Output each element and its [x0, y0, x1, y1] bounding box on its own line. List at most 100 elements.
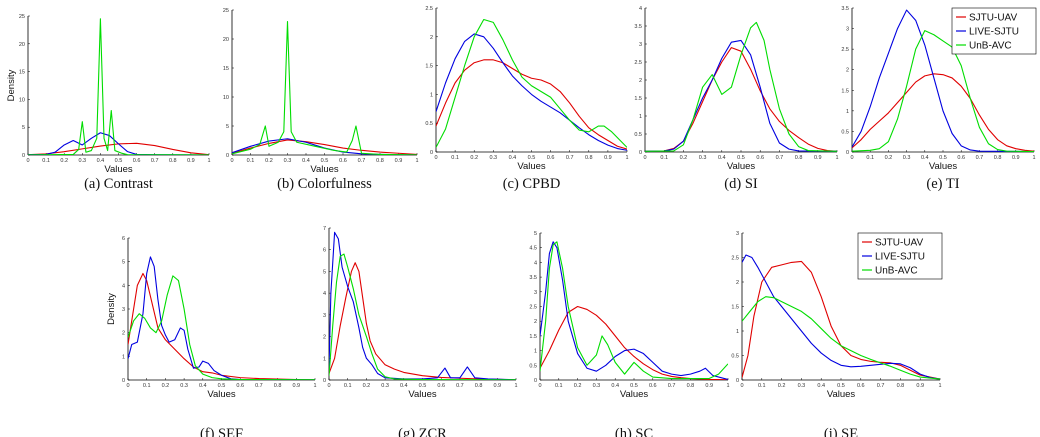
x-tick-label: 0.3 — [381, 383, 389, 389]
series-line — [28, 132, 209, 155]
series-line — [852, 30, 1034, 152]
x-tick-label: 0.9 — [1012, 155, 1020, 161]
x-tick-label: 0.2 — [470, 155, 478, 161]
y-tick-label: 0.5 — [841, 129, 849, 135]
x-tick-label: 0.8 — [376, 158, 384, 164]
y-tick-label: 3 — [122, 307, 125, 313]
x-tick-label: 0.4 — [611, 383, 619, 389]
y-tick-label: 5 — [122, 260, 125, 266]
x-axis-label: Values — [620, 389, 649, 400]
chart-caption: (f) SEF — [200, 426, 243, 437]
chart-panel: 0 0.1 0.2 0.3 0.4 0.5 0.6 0.7 0.8 0.9 10510152025V… — [6, 14, 211, 192]
y-tick-label: 1 — [846, 109, 849, 115]
x-tick-label: 1 — [625, 155, 628, 161]
series-line — [232, 21, 417, 155]
series-line — [436, 18, 627, 148]
x-tick-label: 0.4 — [302, 158, 310, 164]
y-tick-label: 1 — [534, 349, 537, 355]
x-tick-label: 0.1 — [451, 155, 459, 161]
x-tick-label: 0.5 — [837, 383, 845, 389]
x-tick-label: 0.6 — [649, 383, 657, 389]
series-line — [436, 33, 627, 151]
x-tick-label: 1 — [835, 155, 838, 161]
y-tick-label: 2.5 — [529, 305, 537, 311]
y-tick-label: 3.5 — [841, 6, 849, 12]
x-axis-label: Values — [310, 164, 339, 175]
chart-caption: (a) Contrast — [84, 176, 153, 192]
x-tick-label: 0.2 — [363, 383, 371, 389]
x-tick-label: 1 — [313, 383, 316, 389]
y-tick-label: 1.5 — [529, 334, 537, 340]
x-tick-label: 0.4 — [97, 158, 105, 164]
x-tick-label: 0.7 — [877, 383, 885, 389]
x-tick-label: 0.8 — [585, 155, 593, 161]
x-tick-label: 0.7 — [976, 155, 984, 161]
x-axis-label: Values — [929, 161, 958, 172]
series-line — [852, 73, 1034, 152]
chart-panel: 0 0.1 0.2 0.3 0.4 0.5 0.6 0.7 0.8 0.9 1 0 0.5 1 1.5 2 2.… — [425, 6, 628, 192]
x-tick-label: 0.7 — [358, 158, 366, 164]
y-tick-label: 0 — [226, 153, 229, 159]
series-line — [128, 275, 315, 380]
x-tick-label: 0.3 — [699, 155, 707, 161]
x-tick-label: 0.6 — [756, 155, 764, 161]
y-tick-label: 6 — [122, 236, 125, 242]
y-tick-label: 1 — [323, 356, 326, 362]
chart-caption: (g) ZCR — [398, 426, 447, 437]
x-tick-label: 0.7 — [255, 383, 263, 389]
y-tick-label: 0 — [430, 150, 433, 156]
y-tick-label: 1 — [736, 329, 739, 335]
x-tick-label: 1 — [726, 383, 729, 389]
x-tick-label: 0.8 — [169, 158, 177, 164]
y-tick-label: 25 — [223, 8, 229, 14]
x-tick-label: 0.4 — [400, 383, 408, 389]
series-line — [329, 231, 516, 380]
x-tick-label: 0.2 — [60, 158, 68, 164]
x-tick-label: 0 — [850, 155, 853, 161]
y-tick-label: 20 — [223, 37, 229, 43]
y-tick-label: 0.5 — [425, 121, 433, 127]
x-tick-label: 0.5 — [419, 383, 427, 389]
series-line — [540, 241, 728, 380]
y-tick-label: 15 — [223, 66, 229, 72]
x-tick-label: 0.1 — [247, 158, 255, 164]
y-tick-label: 10 — [223, 95, 229, 101]
x-tick-label: 0 — [230, 158, 233, 164]
x-tick-label: 0.6 — [857, 383, 865, 389]
y-tick-label: 2 — [122, 331, 125, 337]
chart-caption: (i) SE — [824, 426, 858, 437]
y-tick-label: 0.5 — [634, 132, 642, 138]
x-tick-label: 0.9 — [814, 155, 822, 161]
y-tick-label: 0 — [22, 153, 25, 159]
y-axis-label: Density — [106, 293, 117, 325]
x-tick-label: 0.9 — [292, 383, 300, 389]
y-tick-label: 2 — [736, 280, 739, 286]
legend-label: LIVE-SJTU — [969, 27, 1019, 38]
series-line — [645, 39, 837, 152]
x-tick-label: 0.6 — [547, 155, 555, 161]
chart-caption: (b) Colorfulness — [277, 176, 372, 192]
x-tick-label: 0 — [126, 383, 129, 389]
x-tick-label: 0.1 — [758, 383, 766, 389]
y-tick-label: 3.5 — [529, 275, 537, 281]
x-tick-label: 1 — [207, 158, 210, 164]
legend-label: UnB-AVC — [969, 41, 1012, 52]
x-tick-label: 0.2 — [265, 158, 273, 164]
x-tick-label: 0.5 — [321, 158, 329, 164]
y-tick-label: 3 — [534, 290, 537, 296]
series-line — [128, 272, 315, 380]
y-axis-label: Density — [6, 69, 17, 101]
y-tick-label: 4 — [122, 283, 125, 289]
y-tick-label: 4 — [534, 260, 537, 266]
y-tick-label: 1 — [639, 114, 642, 120]
chart-panel: 0 0.1 0.2 0.3 0.4 0.5 0.6 0.7 0.8 0.9 1 0 1 2 3 4 5 6 7 Val… — [323, 226, 518, 437]
x-tick-label: 0.3 — [180, 383, 188, 389]
x-tick-label: 0.6 — [437, 383, 445, 389]
y-tick-label: 1.5 — [841, 88, 849, 94]
y-tick-label: 0 — [736, 378, 739, 384]
x-tick-label: 0.7 — [456, 383, 464, 389]
y-tick-label: 5 — [534, 231, 537, 237]
chart-caption: (c) CPBD — [503, 176, 561, 192]
x-tick-label: 0.9 — [604, 155, 612, 161]
y-tick-label: 0 — [639, 150, 642, 156]
